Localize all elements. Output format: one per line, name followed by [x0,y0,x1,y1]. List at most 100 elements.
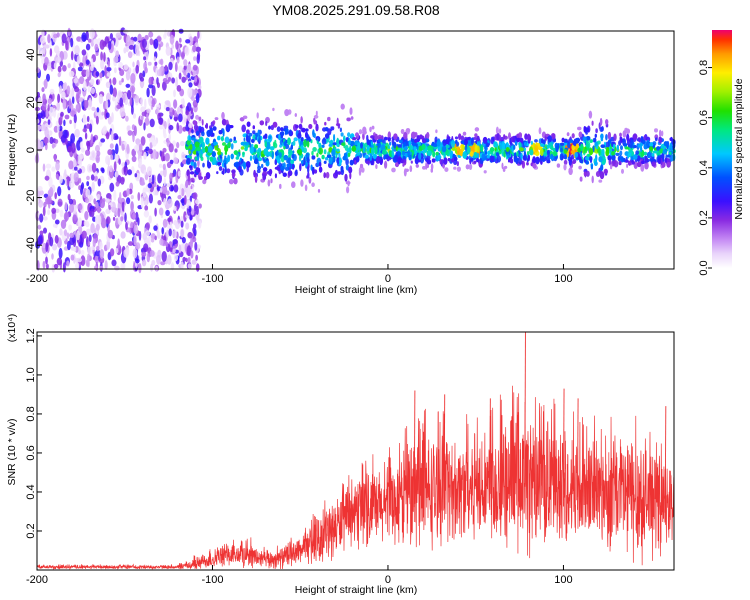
spectrogram-cell [611,151,615,156]
spectrogram-cell [227,154,231,163]
spectrogram-cell [155,190,159,196]
spectrogram-cell [619,136,623,141]
spectrogram-cell [256,169,261,174]
spectrogram-cell [411,131,416,140]
spectrogram-cell [550,153,553,159]
spectrogram-cell [187,231,193,239]
spectrogram-cell [91,181,95,192]
spectrogram-cell [218,130,223,135]
spectrogram-cell [546,144,549,149]
spectrogram-cell [413,138,419,143]
spectrogram-cell [142,70,146,78]
spectrogram-cell [584,156,590,161]
spectrogram-cell [370,141,373,146]
spectrogram-cell [212,126,217,131]
spectrogram-cell [134,144,139,152]
colorbar-tick-label: 0.8 [698,60,710,75]
spectrogram-cell [90,58,94,68]
spectrogram-cell [349,145,352,154]
spectrogram-cell [298,148,303,156]
spectrogram-cell [256,112,259,119]
spectrogram-cell [407,150,411,157]
spectrogram-cell [534,145,539,153]
spectrogram-cell [283,125,289,129]
spectrogram-cell [43,78,48,89]
spectrogram-x-tick-label: 100 [554,273,572,285]
spectrogram-cell [36,44,41,50]
spectrogram-cell [344,173,348,182]
spectrogram-cell [233,150,239,156]
spectrogram-cell [141,111,147,117]
spectrogram-cell [468,163,473,170]
spectrogram-cell [265,120,268,127]
spectrogram-cell [157,200,162,206]
spectrogram-cell [80,249,85,256]
spectrogram-cell [55,219,60,225]
spectrogram-cell [59,209,64,218]
spectrogram-cell [120,262,125,271]
spectrogram-cell [95,154,100,164]
spectrogram-cell [391,149,394,157]
spectrogram-cell [360,142,363,149]
spectrogram-cell [591,175,594,184]
spectrogram-cell [626,163,629,168]
spectrogram-cell [165,241,169,248]
snr-y-tick-label: 0.2 [25,523,37,538]
spectrogram-cell [299,163,302,172]
spectrogram-cell [179,37,182,43]
spectrogram-cell [191,259,197,265]
spectrogram-cell [625,146,629,150]
spectrogram-cell [323,160,327,164]
spectrogram-cell [51,166,56,172]
spectrogram-cell [141,251,147,257]
spectrogram-cell [333,134,336,142]
spectrogram-cell [193,223,197,230]
spectrogram-cell [302,127,306,133]
spectrogram-cell [54,234,59,244]
spectrogram-cell [112,216,116,221]
spectrogram-cell [274,159,277,166]
spectrogram-cell [459,149,464,157]
spectrogram-cell [290,144,293,150]
spectrogram-cell [578,131,583,138]
spectrogram-cell [190,161,194,166]
spectrogram-x-label: Height of straight line (km) [295,284,418,296]
spectrogram-cell [208,145,213,154]
spectrogram-cell [101,126,107,135]
spectrogram-cell [607,131,612,140]
spectrogram-cell [113,189,117,201]
spectrogram-cell [145,230,150,237]
spectrogram-cell [97,178,102,187]
spectrogram-cell [605,141,610,149]
spectrogram-cell [659,129,662,138]
spectrogram-cell [64,201,68,211]
spectrogram-cell [551,133,556,140]
spectrogram-cell [115,181,120,187]
spectrogram-cell [127,89,132,100]
spectrogram-cell [535,156,540,165]
spectrogram-cell [667,154,671,158]
spectrogram-cell [105,198,111,203]
spectrogram-cell [495,126,499,135]
spectrogram-cell [95,71,100,77]
spectrogram-cell [195,167,201,174]
spectrogram-cell [39,213,44,223]
spectrogram-cell [530,140,534,146]
spectrogram-cell [585,136,591,141]
spectrogram-cell [53,153,57,162]
spectrogram-cell [224,155,227,160]
spectrogram-cell [168,228,172,237]
spectrogram-cell [276,149,279,156]
spectrogram-cell [292,163,295,170]
spectrogram-cell [46,195,52,204]
spectrogram-cell [621,156,624,163]
spectrogram-cell [56,257,63,266]
spectrogram-cell [183,59,188,67]
spectrogram-cell [154,61,158,66]
spectrogram-cell [224,165,227,174]
spectrogram-cell [597,140,601,145]
spectrogram-cell [70,37,74,48]
spectrogram-cell [57,124,60,134]
spectrogram-cell [194,241,198,251]
spectrogram-cell [49,186,54,198]
